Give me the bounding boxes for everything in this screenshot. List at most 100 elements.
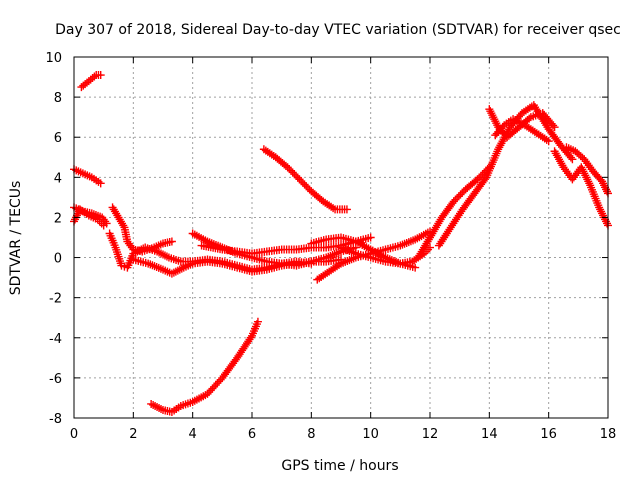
marker-trail bbox=[596, 205, 612, 228]
marker-trail bbox=[599, 179, 612, 196]
marker-trail bbox=[285, 165, 302, 182]
marker-trail bbox=[79, 78, 91, 90]
marker-trail bbox=[339, 254, 358, 267]
marker-trail bbox=[143, 244, 159, 255]
marker-trail bbox=[161, 406, 174, 416]
marker-trail bbox=[545, 126, 564, 148]
x-axis-label: GPS time / hours bbox=[281, 458, 398, 474]
marker-trail bbox=[72, 166, 85, 177]
y-tick-label: 4 bbox=[54, 171, 62, 186]
marker-trail bbox=[95, 217, 106, 228]
marker-trail bbox=[87, 212, 100, 223]
marker-trail bbox=[551, 149, 567, 170]
marker-trail bbox=[106, 231, 119, 250]
series-arc-b bbox=[70, 165, 105, 188]
tick-layer: 0 2 4 6 8 10 12 14 16 18 -8 -6 -4 -2 0 2 4 6 8 10 bbox=[45, 51, 616, 442]
data-point bbox=[544, 137, 553, 146]
data-point bbox=[342, 205, 351, 214]
marker-trail bbox=[463, 176, 480, 192]
data-point bbox=[411, 263, 420, 272]
marker-trail bbox=[581, 157, 596, 174]
data-point bbox=[167, 237, 176, 246]
x-tick-label: 14 bbox=[481, 427, 498, 442]
x-tick-label: 16 bbox=[540, 427, 557, 442]
marker-trail bbox=[353, 238, 373, 253]
marker-trail bbox=[297, 177, 314, 194]
marker-trail bbox=[492, 122, 507, 138]
series-arc-o bbox=[414, 163, 494, 262]
marker-trail bbox=[327, 260, 344, 275]
y-tick-label: -6 bbox=[49, 372, 62, 387]
marker-trail bbox=[248, 320, 261, 338]
marker-trail bbox=[112, 245, 125, 268]
y-tick-label: -4 bbox=[49, 332, 62, 347]
y-tick-label: 2 bbox=[54, 211, 62, 226]
series-arc-r bbox=[491, 115, 553, 146]
data-point bbox=[449, 197, 458, 206]
data-point bbox=[473, 175, 482, 184]
plot-frame bbox=[73, 56, 609, 419]
marker-trail bbox=[309, 188, 326, 204]
marker-trail bbox=[309, 236, 328, 247]
data-point bbox=[96, 71, 105, 80]
marker-trail bbox=[471, 175, 490, 196]
marker-trail bbox=[459, 191, 478, 212]
marker-trail bbox=[167, 254, 183, 265]
marker-trail bbox=[294, 258, 313, 269]
data-point bbox=[295, 175, 304, 184]
marker-trail bbox=[451, 187, 468, 204]
marker-trail bbox=[155, 248, 171, 261]
marker-trail bbox=[161, 238, 174, 248]
marker-trail bbox=[529, 109, 545, 121]
marker-trail bbox=[486, 107, 502, 130]
marker-trail bbox=[339, 244, 358, 257]
marker-trail bbox=[86, 72, 99, 84]
marker-trail bbox=[124, 239, 136, 252]
marker-trail bbox=[190, 391, 210, 405]
marker-trail bbox=[448, 207, 466, 230]
marker-trail bbox=[149, 400, 166, 413]
y-tick-label: 6 bbox=[54, 131, 62, 146]
marker-trail bbox=[205, 375, 225, 397]
marker-trail bbox=[109, 205, 122, 220]
marker-trail bbox=[534, 130, 551, 144]
marker-trail bbox=[81, 170, 94, 181]
data-point bbox=[366, 233, 375, 242]
marker-trail bbox=[146, 260, 165, 273]
x-tick-label: 12 bbox=[422, 427, 439, 442]
marker-trail bbox=[124, 251, 137, 270]
marker-trail bbox=[587, 183, 603, 210]
marker-trail bbox=[590, 168, 605, 184]
data-point bbox=[253, 317, 262, 326]
y-tick-label: -8 bbox=[49, 412, 62, 427]
y-axis-label: SDTVAR / TECUs bbox=[8, 181, 24, 296]
x-tick-label: 10 bbox=[362, 427, 379, 442]
data-point bbox=[96, 179, 105, 188]
marker-trail bbox=[152, 240, 165, 251]
marker-trail bbox=[161, 266, 174, 277]
marker-trail bbox=[511, 116, 527, 129]
series-arc-n bbox=[147, 317, 262, 416]
marker-trail bbox=[427, 215, 445, 240]
series-arc-m bbox=[259, 145, 351, 214]
marker-trail bbox=[483, 147, 502, 180]
marker-trail bbox=[439, 199, 457, 220]
marker-trail bbox=[502, 116, 515, 128]
marker-trail bbox=[558, 142, 575, 162]
series-arc-g bbox=[129, 255, 345, 278]
marker-trail bbox=[398, 236, 418, 249]
marker-trail bbox=[436, 225, 454, 248]
x-tick-label: 8 bbox=[307, 427, 315, 442]
marker-trail bbox=[131, 244, 148, 257]
data-point bbox=[283, 163, 292, 172]
marker-trail bbox=[573, 148, 587, 162]
marker-trail bbox=[261, 146, 278, 160]
data-point bbox=[99, 221, 108, 230]
marker-trail bbox=[78, 206, 91, 218]
marker-trail bbox=[315, 268, 332, 283]
x-tick-label: 18 bbox=[600, 427, 617, 442]
marker-trail bbox=[273, 154, 290, 170]
y-tick-label: 0 bbox=[54, 252, 62, 267]
marker-trail bbox=[383, 242, 402, 253]
marker-trail bbox=[422, 245, 433, 256]
